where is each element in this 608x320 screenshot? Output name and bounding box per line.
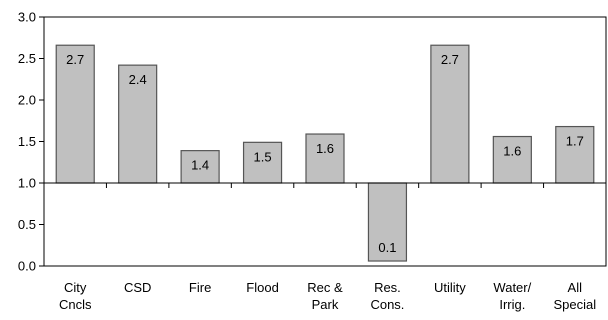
y-tick-label: 0.5 [18, 217, 36, 232]
category-label-0: City [64, 280, 87, 295]
category-label-8: All [568, 280, 583, 295]
y-tick-label: 0.0 [18, 259, 36, 274]
y-tick-label: 2.0 [18, 93, 36, 108]
category-label-3: Flood [246, 280, 279, 295]
y-tick-label: 1.0 [18, 176, 36, 191]
data-label-8: 1.7 [566, 134, 584, 149]
category-label-1: CSD [124, 280, 151, 295]
category-label-7: Water/ [493, 280, 531, 295]
category-label-8: Special [553, 297, 596, 312]
data-label-7: 1.6 [503, 144, 521, 159]
category-label-0: Cncls [59, 297, 92, 312]
y-tick-label: 2.5 [18, 51, 36, 66]
category-label-5: Res. [374, 280, 401, 295]
y-tick-label: 1.5 [18, 134, 36, 149]
data-label-5: 0.1 [378, 240, 396, 255]
category-label-5: Cons. [370, 297, 404, 312]
category-label-6: Utility [434, 280, 466, 295]
data-label-6: 2.7 [441, 52, 459, 67]
category-label-2: Fire [189, 280, 211, 295]
category-label-4: Rec & [307, 280, 343, 295]
plot-area: 0.0 0.5 1.0 1.5 2.0 2.5 3.0 2.7 City Cncls 2.4 CSD 1… [18, 10, 606, 313]
data-label-4: 1.6 [316, 141, 334, 156]
category-label-4: Park [312, 297, 339, 312]
y-tick-label: 3.0 [18, 10, 36, 25]
category-label-7: Irrig. [499, 297, 525, 312]
data-label-2: 1.4 [191, 158, 209, 173]
data-label-1: 2.4 [129, 72, 147, 87]
data-label-3: 1.5 [254, 149, 272, 164]
data-label-0: 2.7 [66, 52, 84, 67]
